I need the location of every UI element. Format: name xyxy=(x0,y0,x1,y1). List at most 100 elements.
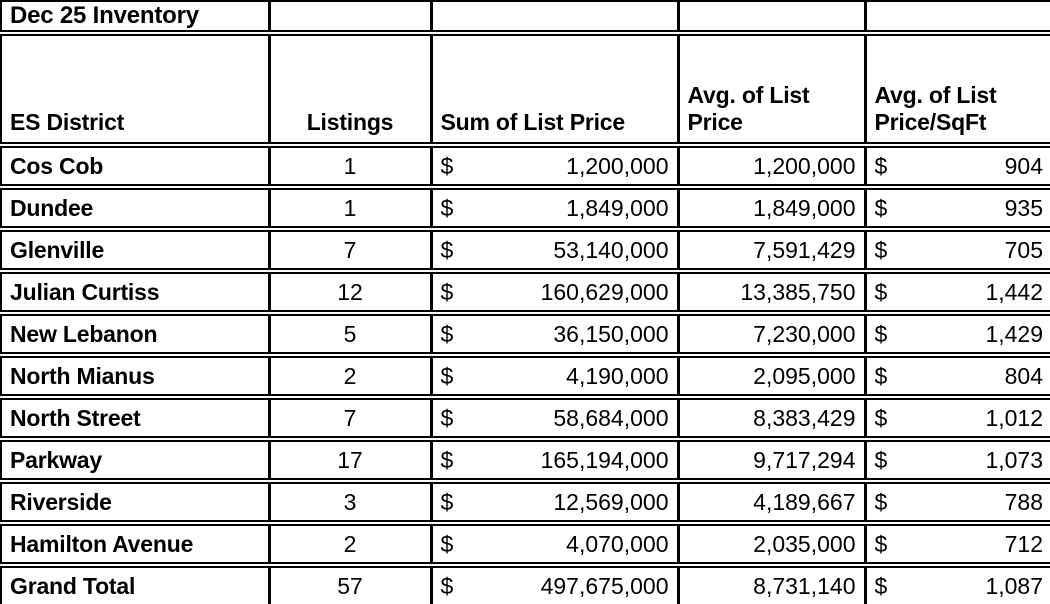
cell-district[interactable]: Parkway xyxy=(0,436,269,481)
table-row: North Street 7 $58,684,000 8,383,429 $1,… xyxy=(0,394,1050,439)
cell-value: 1,073 xyxy=(985,446,1043,473)
cell-avg-price-sqft[interactable]: $1,073 xyxy=(863,436,1050,481)
cell-value: 935 xyxy=(1004,194,1043,221)
cell-avg-price-sqft[interactable]: $705 xyxy=(863,226,1050,271)
cell-avg-price-sqft[interactable]: $935 xyxy=(863,184,1050,229)
currency-symbol: $ xyxy=(874,404,888,431)
cell-avg-list-price[interactable]: 8,383,429 xyxy=(676,394,865,439)
empty-cell[interactable] xyxy=(863,0,1050,33)
cell-sum-list-price[interactable]: $12,569,000 xyxy=(429,478,678,523)
cell-avg-list-price[interactable]: 7,591,429 xyxy=(676,226,865,271)
cell-value: 1,012 xyxy=(985,404,1043,431)
cell-district[interactable]: Grand Total xyxy=(0,562,269,604)
currency-symbol: $ xyxy=(874,573,888,600)
cell-listings[interactable]: 1 xyxy=(267,184,431,229)
cell-avg-list-price[interactable]: 2,095,000 xyxy=(676,352,865,397)
cell-district[interactable]: Glenville xyxy=(0,226,269,271)
table-row: New Lebanon 5 $36,150,000 7,230,000 $1,4… xyxy=(0,310,1050,355)
cell-sum-list-price[interactable]: $1,200,000 xyxy=(429,142,678,187)
cell-sum-list-price[interactable]: $36,150,000 xyxy=(429,310,678,355)
cell-avg-list-price[interactable]: 13,385,750 xyxy=(676,268,865,313)
cell-listings[interactable]: 7 xyxy=(267,226,431,271)
table-row: Glenville 7 $53,140,000 7,591,429 $705 xyxy=(0,226,1050,271)
cell-value: 58,684,000 xyxy=(553,404,669,431)
cell-avg-price-sqft[interactable]: $1,429 xyxy=(863,310,1050,355)
cell-avg-price-sqft[interactable]: $1,442 xyxy=(863,268,1050,313)
cell-listings[interactable]: 3 xyxy=(267,478,431,523)
cell-value: 160,629,000 xyxy=(540,278,669,305)
column-header-listings[interactable]: Listings xyxy=(267,30,431,145)
cell-value: 1,849,000 xyxy=(566,194,669,221)
table-row: Hamilton Avenue 2 $4,070,000 2,035,000 $… xyxy=(0,520,1050,565)
cell-avg-price-sqft[interactable]: $1,012 xyxy=(863,394,1050,439)
currency-symbol: $ xyxy=(874,152,888,179)
column-header-sum-list-price[interactable]: Sum of List Price xyxy=(429,30,678,145)
cell-district[interactable]: Dundee xyxy=(0,184,269,229)
cell-sum-list-price[interactable]: $497,675,000 xyxy=(429,562,678,604)
column-header-avg-list-price[interactable]: Avg. of List Price xyxy=(676,30,865,145)
cell-value: 53,140,000 xyxy=(553,236,669,263)
cell-district[interactable]: North Mianus xyxy=(0,352,269,397)
cell-value: 12,569,000 xyxy=(553,488,669,515)
cell-avg-list-price[interactable]: 2,035,000 xyxy=(676,520,865,565)
column-header-avg-price-sqft[interactable]: Avg. of List Price/SqFt xyxy=(863,30,1050,145)
cell-avg-list-price[interactable]: 7,230,000 xyxy=(676,310,865,355)
empty-cell[interactable] xyxy=(429,0,678,33)
cell-sum-list-price[interactable]: $58,684,000 xyxy=(429,394,678,439)
grand-total-row: Grand Total 57 $497,675,000 8,731,140 $1… xyxy=(0,562,1050,604)
cell-district[interactable]: North Street xyxy=(0,394,269,439)
currency-symbol: $ xyxy=(874,194,888,221)
cell-district[interactable]: Cos Cob xyxy=(0,142,269,187)
table-row: Cos Cob 1 $1,200,000 1,200,000 $904 xyxy=(0,142,1050,187)
cell-listings[interactable]: 2 xyxy=(267,520,431,565)
cell-district[interactable]: Riverside xyxy=(0,478,269,523)
cell-sum-list-price[interactable]: $53,140,000 xyxy=(429,226,678,271)
cell-listings[interactable]: 2 xyxy=(267,352,431,397)
cell-value: 497,675,000 xyxy=(540,573,669,600)
currency-symbol: $ xyxy=(440,488,454,515)
title-row: Dec 25 Inventory xyxy=(0,0,1050,33)
cell-avg-price-sqft[interactable]: $904 xyxy=(863,142,1050,187)
cell-listings[interactable]: 12 xyxy=(267,268,431,313)
table-row: Dundee 1 $1,849,000 1,849,000 $935 xyxy=(0,184,1050,229)
cell-value: 4,190,000 xyxy=(566,362,669,389)
cell-listings[interactable]: 1 xyxy=(267,142,431,187)
table-row: North Mianus 2 $4,190,000 2,095,000 $804 xyxy=(0,352,1050,397)
cell-value: 804 xyxy=(1004,362,1043,389)
cell-avg-list-price[interactable]: 9,717,294 xyxy=(676,436,865,481)
column-header-district[interactable]: ES District xyxy=(0,30,269,145)
currency-symbol: $ xyxy=(874,278,888,305)
cell-sum-list-price[interactable]: $4,070,000 xyxy=(429,520,678,565)
cell-sum-list-price[interactable]: $1,849,000 xyxy=(429,184,678,229)
cell-listings[interactable]: 5 xyxy=(267,310,431,355)
cell-value: 4,070,000 xyxy=(566,530,669,557)
cell-avg-price-sqft[interactable]: $788 xyxy=(863,478,1050,523)
report-title-cell[interactable]: Dec 25 Inventory xyxy=(0,0,269,33)
cell-value: 1,429 xyxy=(985,320,1043,347)
cell-listings[interactable]: 17 xyxy=(267,436,431,481)
cell-listings[interactable]: 7 xyxy=(267,394,431,439)
cell-avg-list-price[interactable]: 4,189,667 xyxy=(676,478,865,523)
cell-avg-price-sqft[interactable]: $712 xyxy=(863,520,1050,565)
cell-avg-price-sqft[interactable]: $1,087 xyxy=(863,562,1050,604)
cell-avg-list-price[interactable]: 1,849,000 xyxy=(676,184,865,229)
cell-district[interactable]: Hamilton Avenue xyxy=(0,520,269,565)
cell-avg-list-price[interactable]: 8,731,140 xyxy=(676,562,865,604)
cell-district[interactable]: New Lebanon xyxy=(0,310,269,355)
cell-sum-list-price[interactable]: $165,194,000 xyxy=(429,436,678,481)
currency-symbol: $ xyxy=(874,488,888,515)
empty-cell[interactable] xyxy=(676,0,865,33)
cell-value: 36,150,000 xyxy=(553,320,669,347)
currency-symbol: $ xyxy=(440,362,454,389)
cell-avg-price-sqft[interactable]: $804 xyxy=(863,352,1050,397)
empty-cell[interactable] xyxy=(267,0,431,33)
cell-district[interactable]: Julian Curtiss xyxy=(0,268,269,313)
cell-listings[interactable]: 57 xyxy=(267,562,431,604)
cell-sum-list-price[interactable]: $4,190,000 xyxy=(429,352,678,397)
cell-avg-list-price[interactable]: 1,200,000 xyxy=(676,142,865,187)
currency-symbol: $ xyxy=(874,320,888,347)
currency-symbol: $ xyxy=(874,236,888,263)
cell-value: 1,087 xyxy=(985,573,1043,600)
cell-sum-list-price[interactable]: $160,629,000 xyxy=(429,268,678,313)
